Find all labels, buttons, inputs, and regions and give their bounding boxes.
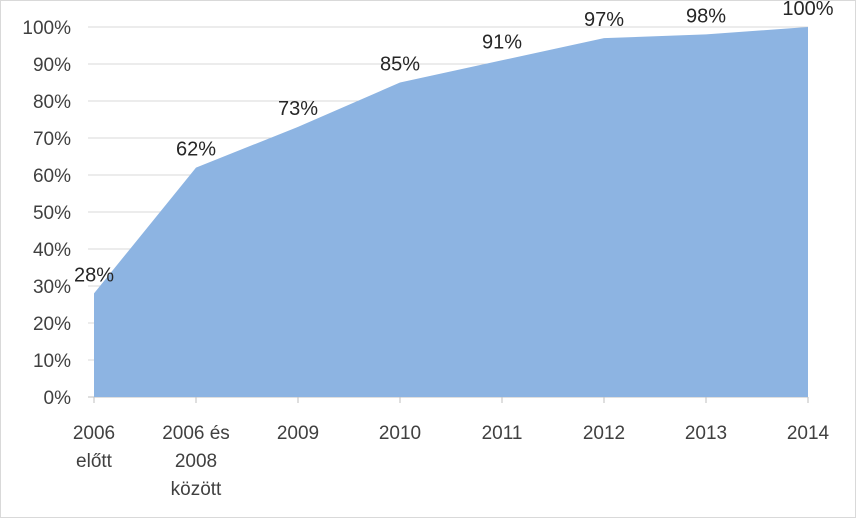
x-tick-label: 2010 <box>379 423 421 444</box>
x-tick-label: 2006 előtt <box>73 423 115 472</box>
y-tick-label: 30% <box>33 277 71 298</box>
y-tick-label: 60% <box>33 166 71 187</box>
data-label: 85% <box>380 54 420 76</box>
data-label: 28% <box>74 264 114 286</box>
data-label: 91% <box>482 31 522 53</box>
x-tick-label: 2013 <box>685 423 727 444</box>
y-tick-label: 10% <box>33 351 71 372</box>
x-tick-label: 2011 <box>482 423 523 444</box>
x-tick-label: 2009 <box>277 423 319 444</box>
x-tick-label: 2012 <box>583 423 625 444</box>
y-tick-label: 80% <box>33 92 71 113</box>
y-tick-label: 90% <box>33 55 71 76</box>
x-tick-label: 2014 <box>787 423 830 444</box>
data-labels: 28% 62% 73% 85% 91% 97% 98% 100% <box>74 1 834 286</box>
y-tick-label: 40% <box>33 240 71 261</box>
y-tick-label: 50% <box>33 203 71 224</box>
data-label: 98% <box>686 5 726 27</box>
x-axis-tick-labels: 2006 előtt 2006 és 2008 között 2009 2010 2011 20… <box>73 423 830 500</box>
y-tick-label: 20% <box>33 314 71 335</box>
y-tick-label: 70% <box>33 129 71 150</box>
y-tick-label: 100% <box>22 18 71 39</box>
y-tick-label: 0% <box>44 388 72 409</box>
data-label: 62% <box>176 139 216 161</box>
y-axis-tick-labels: 0% 10% 20% 30% 40% 50% 60% 70% 80% 90% 100% <box>22 18 71 409</box>
area-series <box>94 27 808 397</box>
data-label: 97% <box>584 9 624 31</box>
area-fill <box>94 27 808 397</box>
data-label: 73% <box>278 98 318 120</box>
data-label: 100% <box>782 1 833 20</box>
x-tick-label: 2006 és 2008 között <box>162 423 230 500</box>
